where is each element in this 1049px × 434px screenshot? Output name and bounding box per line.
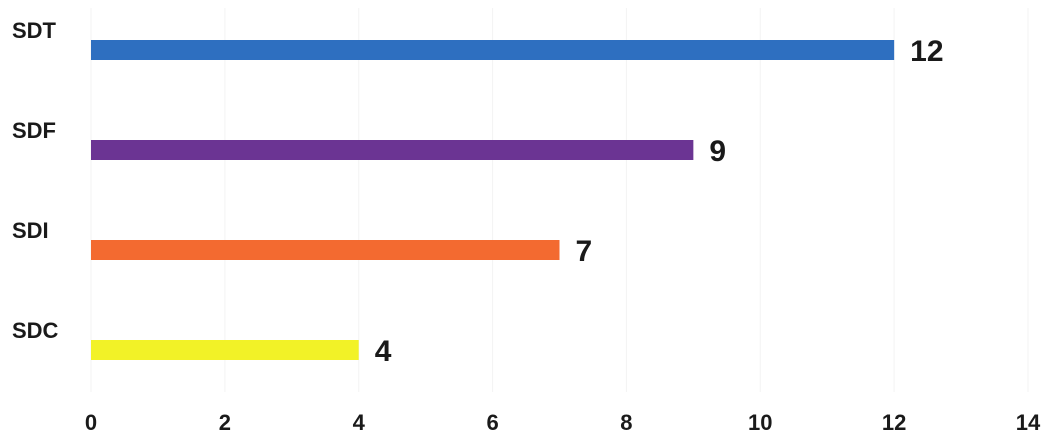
x-tick-label-4: 8 [620,410,632,434]
category-label-sdi: SDI [12,218,49,243]
value-label-sdt: 12 [910,35,943,68]
value-label-sdi: 7 [576,235,593,268]
bar-sdt [91,40,895,60]
value-labels: 12 9 7 4 [375,35,944,368]
category-label-sdc: SDC [12,318,59,343]
x-axis-tick-labels: 0 2 4 6 8 10 12 14 [85,410,1041,434]
x-tick-label-6: 12 [882,410,906,434]
value-label-sdf: 9 [709,135,726,168]
x-tick-label-0: 0 [85,410,97,434]
category-label-sdf: SDF [12,118,56,143]
x-tick-label-1: 2 [219,410,231,434]
x-tick-label-3: 6 [486,410,498,434]
category-label-sdt: SDT [12,18,57,43]
bar-sdi [91,240,560,260]
x-tick-label-5: 10 [748,410,772,434]
x-tick-label-2: 4 [353,410,366,434]
value-label-sdc: 4 [375,335,392,368]
bar-sdf [91,140,694,160]
gridlines [90,8,1029,392]
category-labels: SDT SDF SDI SDC [12,18,59,343]
bar-sdc [91,340,359,360]
bars [91,40,895,360]
x-tick-label-7: 14 [1016,410,1041,434]
